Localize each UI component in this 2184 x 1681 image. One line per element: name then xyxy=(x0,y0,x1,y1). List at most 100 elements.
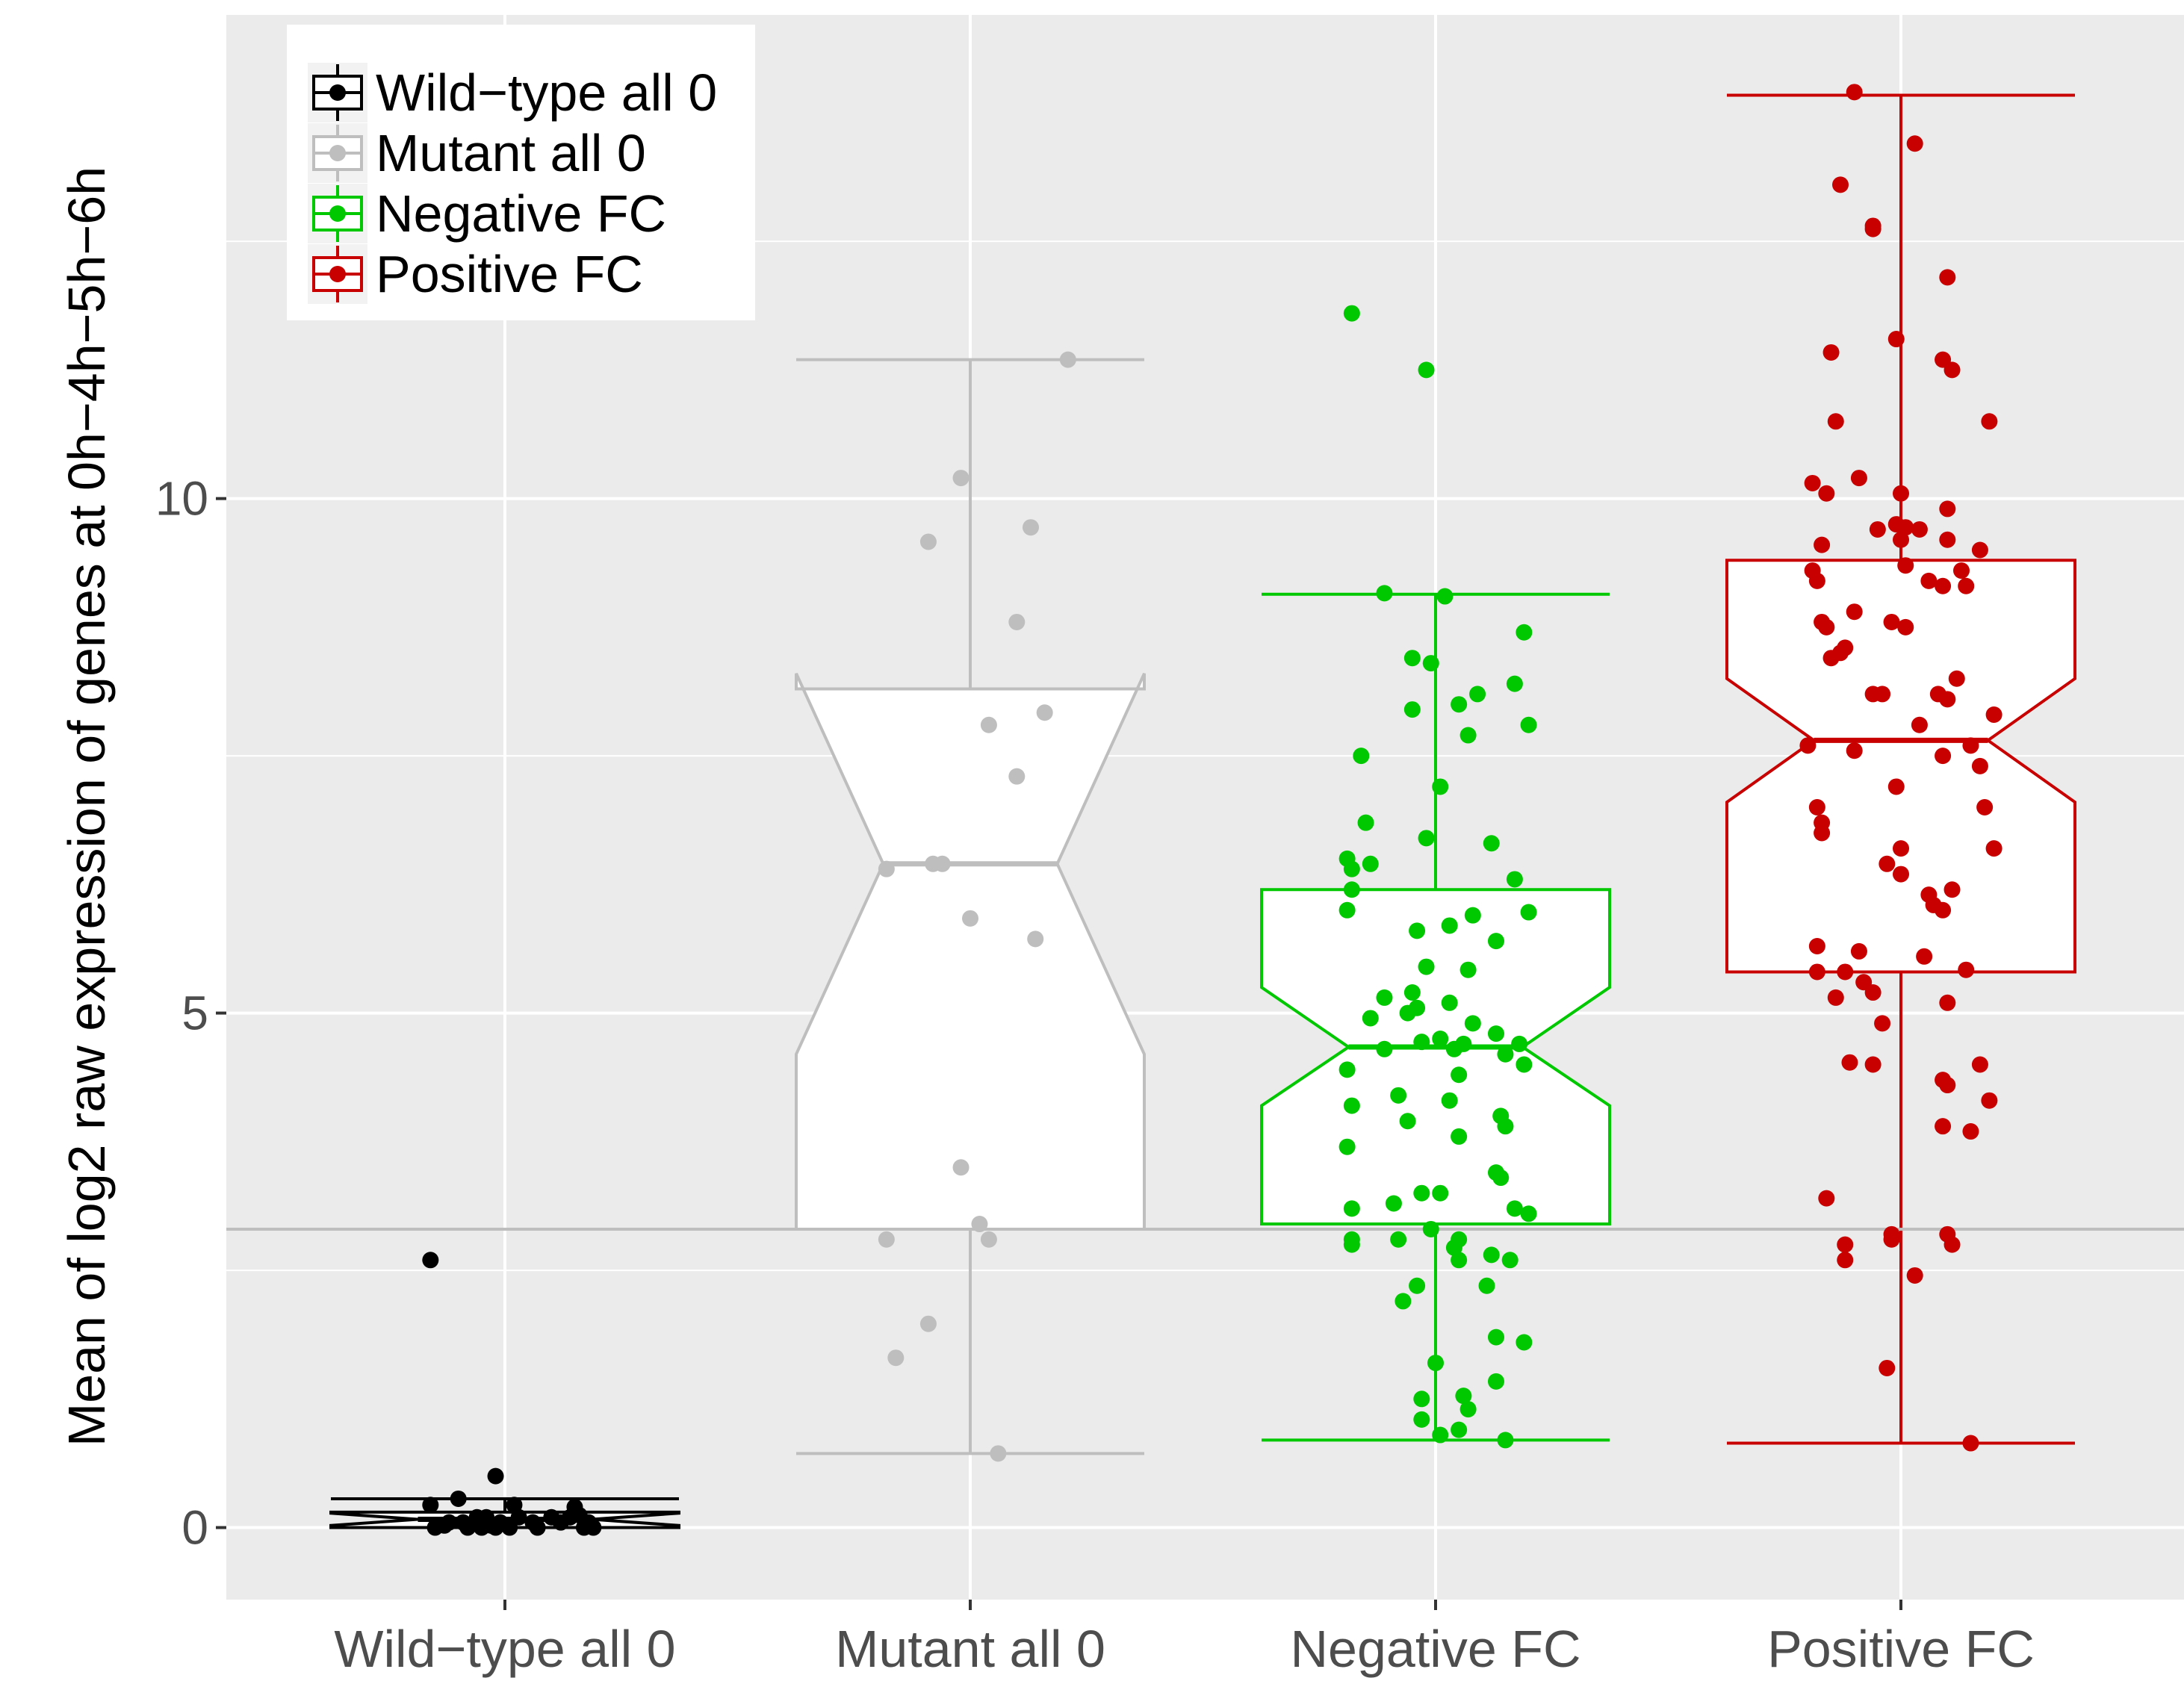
x-tick-label: Positive FC xyxy=(1767,1620,2035,1678)
data-point xyxy=(1343,881,1360,898)
data-point xyxy=(1520,716,1537,733)
data-point xyxy=(1445,1040,1462,1057)
data-point xyxy=(1935,577,1952,594)
legend-entry: Negative FC xyxy=(308,184,666,243)
legend-label: Wild−type all 0 xyxy=(376,63,717,122)
legend-entry: Wild−type all 0 xyxy=(308,63,717,122)
data-point xyxy=(1850,942,1867,960)
data-point xyxy=(1008,613,1026,630)
data-point xyxy=(1935,1118,1952,1135)
data-point xyxy=(1008,768,1026,785)
data-point xyxy=(1935,901,1952,919)
data-point xyxy=(1837,1252,1854,1269)
data-point xyxy=(1916,948,1933,965)
y-axis-title: Mean of log2 raw expression of genes at … xyxy=(58,167,116,1447)
data-point xyxy=(1864,686,1881,703)
y-tick-label: 5 xyxy=(182,986,208,1040)
data-point xyxy=(1376,1040,1393,1057)
data-point xyxy=(1887,778,1905,795)
jittered-points xyxy=(422,84,2002,1536)
data-point xyxy=(1395,1293,1412,1310)
data-point xyxy=(1418,958,1435,975)
data-point xyxy=(1483,835,1500,852)
data-point xyxy=(1897,618,1914,636)
data-point xyxy=(1864,220,1881,237)
data-point xyxy=(1906,1267,1923,1284)
data-point xyxy=(1962,1123,1979,1140)
data-point xyxy=(1822,344,1840,361)
data-point xyxy=(487,1467,504,1485)
data-point xyxy=(1939,691,1956,708)
data-point xyxy=(1520,904,1537,921)
data-point xyxy=(473,1519,490,1536)
data-point xyxy=(1418,361,1435,379)
data-point xyxy=(1939,994,1956,1011)
data-point xyxy=(1492,1169,1510,1187)
data-point xyxy=(1459,961,1477,978)
box-positive-fc xyxy=(1725,93,2076,1445)
data-point xyxy=(1837,963,1854,981)
data-point xyxy=(952,470,970,487)
data-point xyxy=(1869,521,1886,538)
data-point xyxy=(980,1231,997,1248)
data-point xyxy=(1422,1220,1439,1237)
data-point xyxy=(1487,1373,1504,1390)
data-point xyxy=(506,1497,523,1514)
data-point xyxy=(1808,572,1825,589)
data-point xyxy=(487,1519,504,1536)
data-point xyxy=(1413,1411,1430,1428)
data-point xyxy=(1879,1359,1896,1376)
data-point xyxy=(1943,881,1961,898)
data-point xyxy=(1516,624,1533,641)
x-axis: Wild−type all 0 Mutant all 0 Negative FC Po… xyxy=(334,1600,2035,1678)
legend-label: Negative FC xyxy=(376,184,666,243)
legend-label: Mutant all 0 xyxy=(376,124,646,182)
data-point xyxy=(1451,1128,1468,1145)
data-point xyxy=(1497,1045,1514,1063)
data-point xyxy=(1343,1200,1360,1217)
data-point xyxy=(952,1159,970,1176)
data-point xyxy=(1874,1015,1891,1032)
data-point xyxy=(1864,984,1881,1001)
data-point xyxy=(1413,1391,1430,1408)
data-point xyxy=(1338,1061,1356,1078)
data-point xyxy=(1808,799,1825,815)
data-point xyxy=(1976,799,1994,815)
data-point xyxy=(1804,474,1821,491)
data-point xyxy=(1893,840,1909,857)
data-point xyxy=(1897,519,1914,536)
data-point xyxy=(1385,1195,1402,1212)
data-point xyxy=(1971,1056,1988,1073)
data-point xyxy=(1846,84,1863,101)
data-point xyxy=(1958,577,1975,594)
legend-label: Positive FC xyxy=(376,245,643,303)
data-point xyxy=(1814,536,1831,553)
data-point xyxy=(1338,1138,1356,1155)
data-point xyxy=(1893,531,1909,548)
x-tick-label: Mutant all 0 xyxy=(835,1620,1105,1678)
data-point xyxy=(1952,562,1970,580)
data-point xyxy=(1464,907,1481,924)
data-point xyxy=(1920,572,1938,589)
data-point xyxy=(1516,1334,1533,1351)
data-point xyxy=(1343,1236,1360,1253)
data-point xyxy=(1985,840,2002,857)
data-point xyxy=(1864,1056,1881,1073)
data-point xyxy=(1464,1015,1481,1032)
data-point xyxy=(1451,1252,1468,1269)
data-point xyxy=(1837,1236,1854,1253)
data-point xyxy=(1939,500,1956,518)
data-point xyxy=(450,1490,467,1507)
data-point xyxy=(1841,1054,1858,1071)
data-point xyxy=(1432,1426,1449,1444)
data-point xyxy=(1390,1087,1407,1104)
data-point xyxy=(422,1252,439,1269)
data-point xyxy=(1059,351,1076,368)
data-point xyxy=(1390,1231,1407,1248)
data-point xyxy=(1357,814,1374,831)
data-point xyxy=(1832,176,1849,193)
legend-key-point xyxy=(329,205,346,222)
y-tick-label: 0 xyxy=(182,1501,208,1555)
data-point xyxy=(1911,716,1928,733)
